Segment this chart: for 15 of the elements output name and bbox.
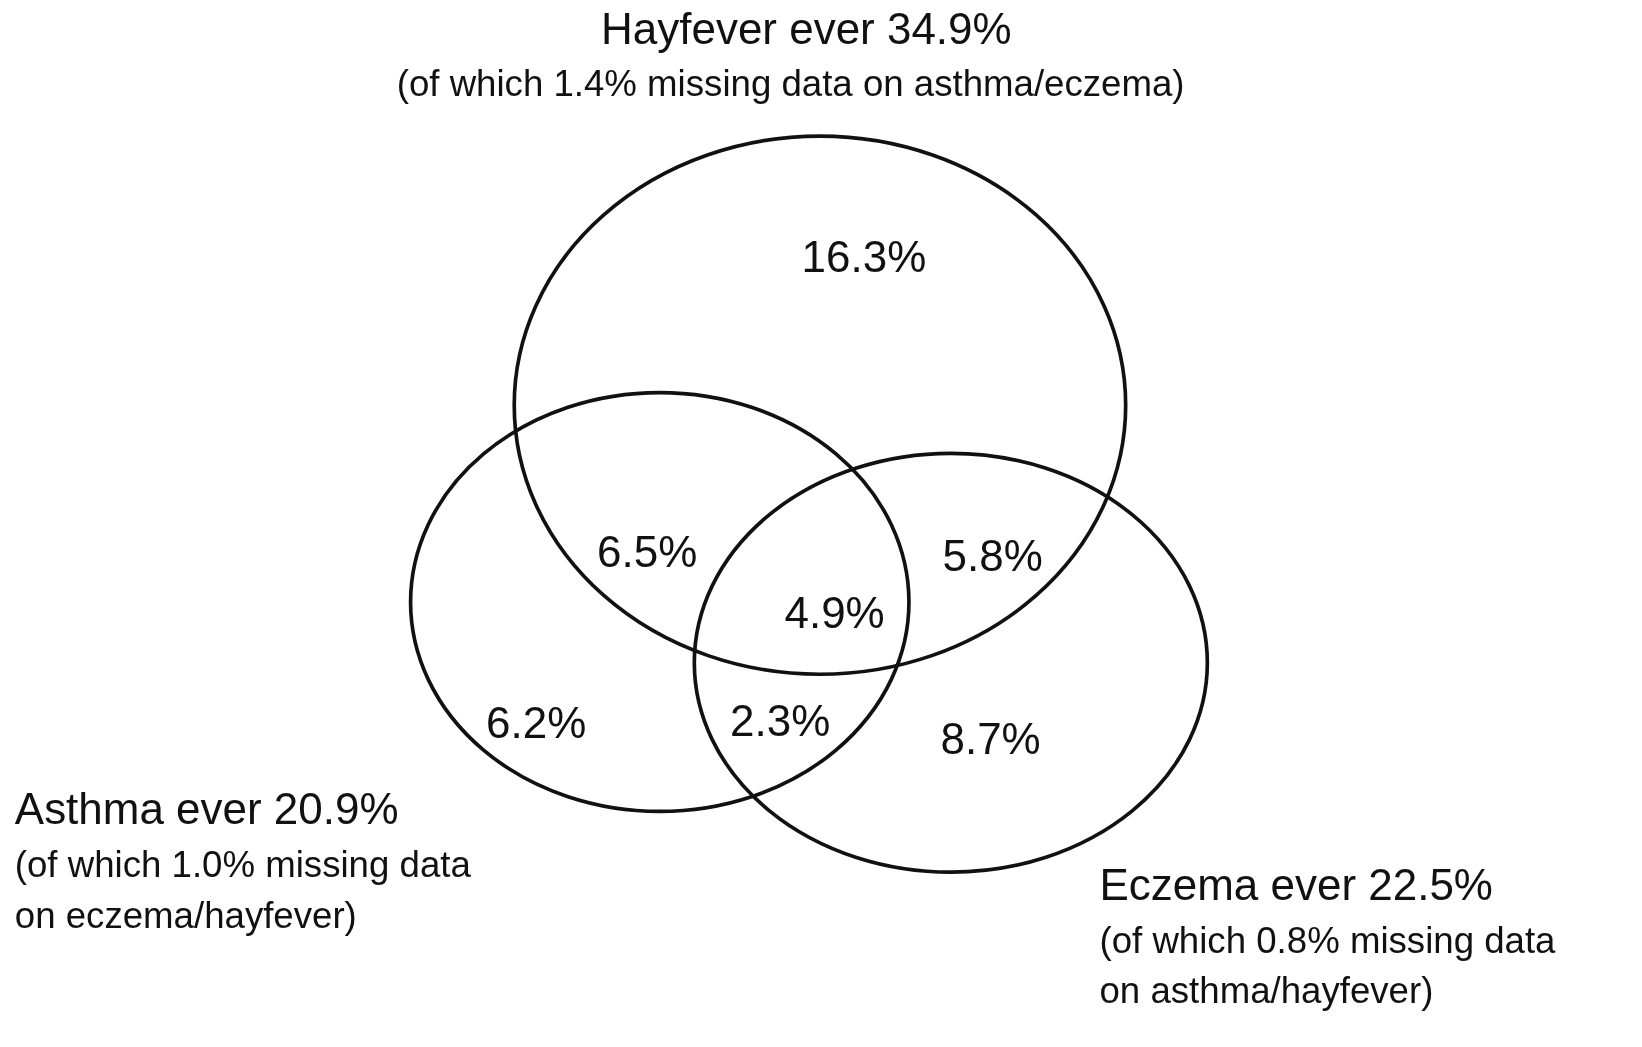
text: on eczema/hayfever) xyxy=(14,894,357,936)
data-label: 2.3% xyxy=(730,696,831,746)
text: (of which 1.4% missing data on asthma/eczema) xyxy=(396,63,1185,105)
data-label: 5.8% xyxy=(942,530,1043,580)
data-label: 6.2% xyxy=(486,698,587,748)
text: Asthma ever 20.9% xyxy=(14,783,399,833)
data-label: 16.3% xyxy=(801,232,927,282)
text: (of which 0.8% missing data xyxy=(1099,919,1557,961)
data-label: 4.9% xyxy=(784,588,885,638)
text: on asthma/hayfever) xyxy=(1099,970,1434,1012)
text: Eczema ever 22.5% xyxy=(1099,860,1493,910)
text: (of which 1.0% missing data xyxy=(14,844,472,886)
text: Hayfever ever 34.9% xyxy=(601,3,1012,53)
data-label: 8.7% xyxy=(940,713,1041,763)
data-label: 6.5% xyxy=(597,527,698,577)
